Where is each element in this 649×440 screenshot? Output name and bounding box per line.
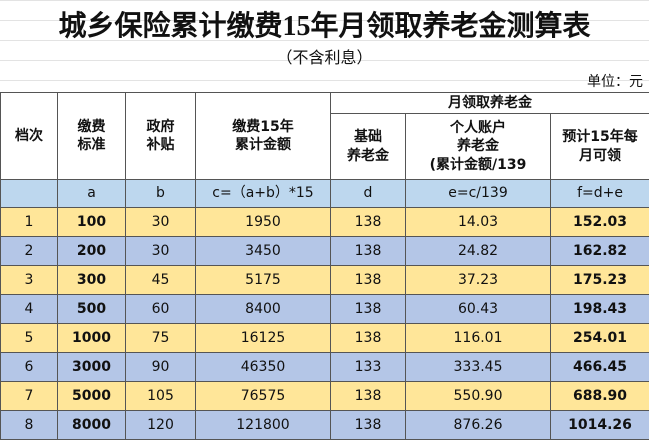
table-cell: 45: [125, 265, 196, 295]
title: 城乡保险累计缴费15年月领取养老金测算表: [58, 11, 591, 42]
table-cell: 5175: [195, 265, 331, 295]
table-cell: 550.90: [405, 381, 551, 411]
table-cell: 138: [330, 265, 406, 295]
table-cell: 152.03: [549, 207, 649, 237]
table-cell: 30: [125, 236, 196, 266]
table-cell: 3: [0, 265, 58, 295]
formula-cell: b: [125, 179, 196, 208]
table-cell: 16125: [195, 323, 331, 353]
table-cell: 5: [0, 323, 58, 353]
table-cell: 3000: [57, 352, 126, 382]
table-cell: 200: [57, 236, 126, 266]
header-cell: 个人账户 养老金 (累计金额/139: [405, 113, 551, 180]
table-cell: 198.43: [549, 294, 649, 324]
table-cell: 120: [125, 410, 196, 440]
table-cell: 300: [57, 265, 126, 295]
unit-label: 单位：元: [587, 74, 643, 90]
table-cell: 60.43: [405, 294, 551, 324]
table-cell: 1014.26: [549, 410, 649, 440]
table-cell: 162.82: [549, 236, 649, 266]
table-cell: 876.26: [405, 410, 551, 440]
table-cell: 138: [330, 207, 406, 237]
table-cell: 138: [330, 381, 406, 411]
table-row: 1 100 30 1950 138 14.03 152.03: [0, 207, 649, 237]
table-cell: 24.82: [405, 236, 551, 266]
table-cell: 105: [125, 381, 196, 411]
table-cell: 8000: [57, 410, 126, 440]
table-cell: 46350: [195, 352, 331, 382]
table-cell: 76575: [195, 381, 331, 411]
table-cell: 466.45: [549, 352, 649, 382]
table-cell: 1: [0, 207, 58, 237]
table-cell: 116.01: [405, 323, 551, 353]
table-cell: 138: [330, 323, 406, 353]
table-row: 2 200 30 3450 138 24.82 162.82: [0, 236, 649, 266]
table-cell: 133: [330, 352, 406, 382]
table-cell: 138: [330, 294, 406, 324]
table-cell: 1000: [57, 323, 126, 353]
header-cell: 缴费15年 累计金额: [195, 92, 331, 180]
table-row: 8 8000 120 121800 138 876.26 1014.26: [0, 410, 649, 440]
formula-cell: a: [57, 179, 126, 208]
table-cell: 6: [0, 352, 58, 382]
table-cell: 688.90: [549, 381, 649, 411]
table-cell: 333.45: [405, 352, 551, 382]
table-row: 5 1000 75 16125 138 116.01 254.01: [0, 323, 649, 353]
table-row: 7 5000 105 76575 138 550.90 688.90: [0, 381, 649, 411]
table-cell: 138: [330, 410, 406, 440]
table-cell: 14.03: [405, 207, 551, 237]
formula-cell: d: [330, 179, 406, 208]
table-cell: 100: [57, 207, 126, 237]
pension-table: 档次 缴费 标准 政府 补贴 缴费15年 累计金额 月领取养老金 基础 养老金 …: [0, 92, 649, 440]
subtitle: （不含利息）: [276, 48, 373, 67]
table-cell: 7: [0, 381, 58, 411]
table-cell: 30: [125, 207, 196, 237]
table-cell: 5000: [57, 381, 126, 411]
table-cell: 37.23: [405, 265, 551, 295]
table-cell: 2: [0, 236, 58, 266]
table-row: 6 3000 90 46350 133 333.45 466.45: [0, 352, 649, 382]
table-row: 3 300 45 5175 138 37.23 175.23: [0, 265, 649, 295]
table-cell: 60: [125, 294, 196, 324]
formula-cell: f=d+e: [549, 179, 649, 208]
header-cell: 缴费 标准: [57, 92, 126, 180]
table-row: 4 500 60 8400 138 60.43 198.43: [0, 294, 649, 324]
table-cell: 4: [0, 294, 58, 324]
table-cell: 8400: [195, 294, 331, 324]
table-cell: 175.23: [549, 265, 649, 295]
table-cell: 90: [125, 352, 196, 382]
table-cell: 1950: [195, 207, 331, 237]
table-cell: 75: [125, 323, 196, 353]
table-cell: 3450: [195, 236, 331, 266]
header-cell: 基础 养老金: [330, 113, 406, 180]
table-cell: 138: [330, 236, 406, 266]
header-cell: 政府 补贴: [125, 92, 196, 180]
table-cell: 500: [57, 294, 126, 324]
formula-cell: e=c/139: [405, 179, 551, 208]
table-cell: 121800: [195, 410, 331, 440]
formula-cell: [0, 179, 58, 208]
group-header: 月领取养老金: [329, 92, 649, 114]
table-cell: 254.01: [549, 323, 649, 353]
formula-cell: c=（a+b）*15: [195, 179, 331, 208]
table-cell: 8: [0, 410, 58, 440]
header-cell: 档次: [0, 92, 58, 180]
header-cell: 预计15年每 月可领: [549, 113, 649, 180]
